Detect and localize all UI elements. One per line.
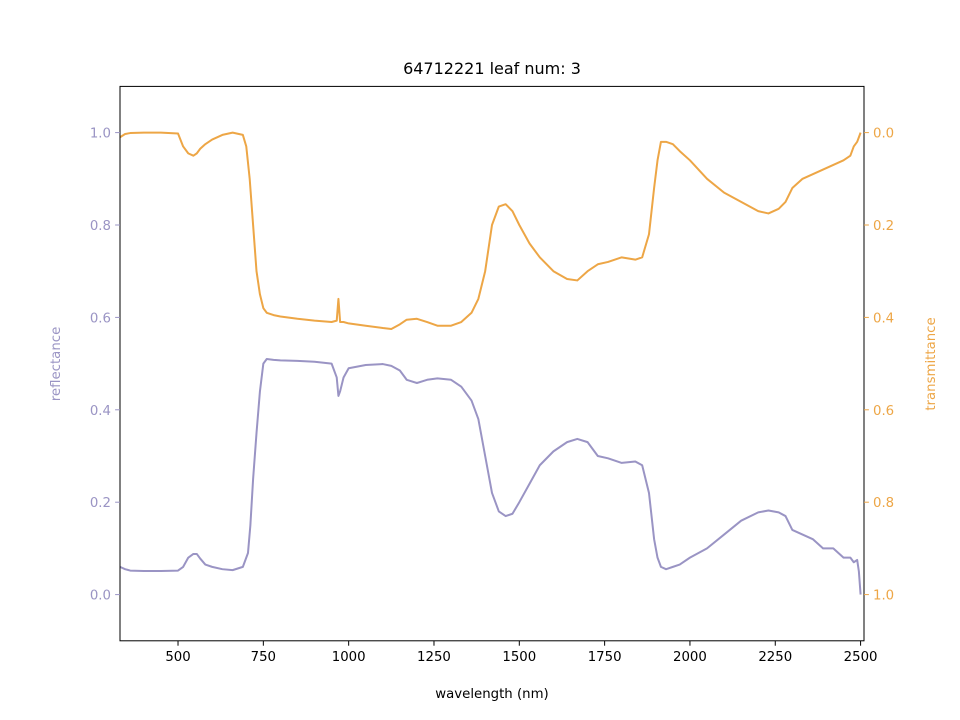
x-axis-ticks: 500 750 1000 1250 1500 1750 2000 2250 2500 [165,640,878,665]
x-tick-label: 2500 [844,650,878,665]
right-y-axis-ticks: 0.0 0.2 0.4 0.6 0.8 1.0 [864,127,894,604]
right-y-tick-label: 1.0 [873,589,894,604]
left-y-tick-label: 0.0 [90,589,111,604]
x-axis-label: wavelength (nm) [435,687,548,702]
right-y-tick-label: 0.0 [873,127,894,142]
left-y-axis-ticks: 0.0 0.2 0.4 0.6 0.8 1.0 [90,127,120,604]
x-tick-label: 750 [251,650,276,665]
left-y-tick-label: 0.6 [90,311,111,326]
reflectance-line-group [119,357,862,595]
x-tick-label: 1500 [502,650,536,665]
x-tick-label: 2250 [758,650,792,665]
left-y-tick-label: 0.2 [90,496,111,511]
right-y-tick-label: 0.2 [873,219,894,234]
left-y-axis-label: reflectance [49,327,64,402]
left-y-tick-label: 1.0 [90,127,111,142]
plot-frame [119,85,865,642]
left-y-tick-label: 0.8 [90,219,111,234]
x-tick-label: 1750 [588,650,622,665]
transmittance-line [119,131,862,330]
right-y-tick-label: 0.8 [873,496,894,511]
chart-title: 64712221 leaf num: 3 [403,59,581,78]
right-y-tick-label: 0.4 [873,311,894,326]
left-y-tick-label: 0.4 [90,404,111,419]
reflectance-line [119,357,862,595]
transmittance-line-group [119,131,862,330]
x-tick-label: 1250 [417,650,451,665]
right-y-tick-label: 0.6 [873,404,894,419]
x-tick-label: 500 [165,650,190,665]
right-y-axis-label: transmittance [924,317,939,410]
x-tick-label: 1000 [332,650,366,665]
x-tick-label: 2000 [673,650,707,665]
